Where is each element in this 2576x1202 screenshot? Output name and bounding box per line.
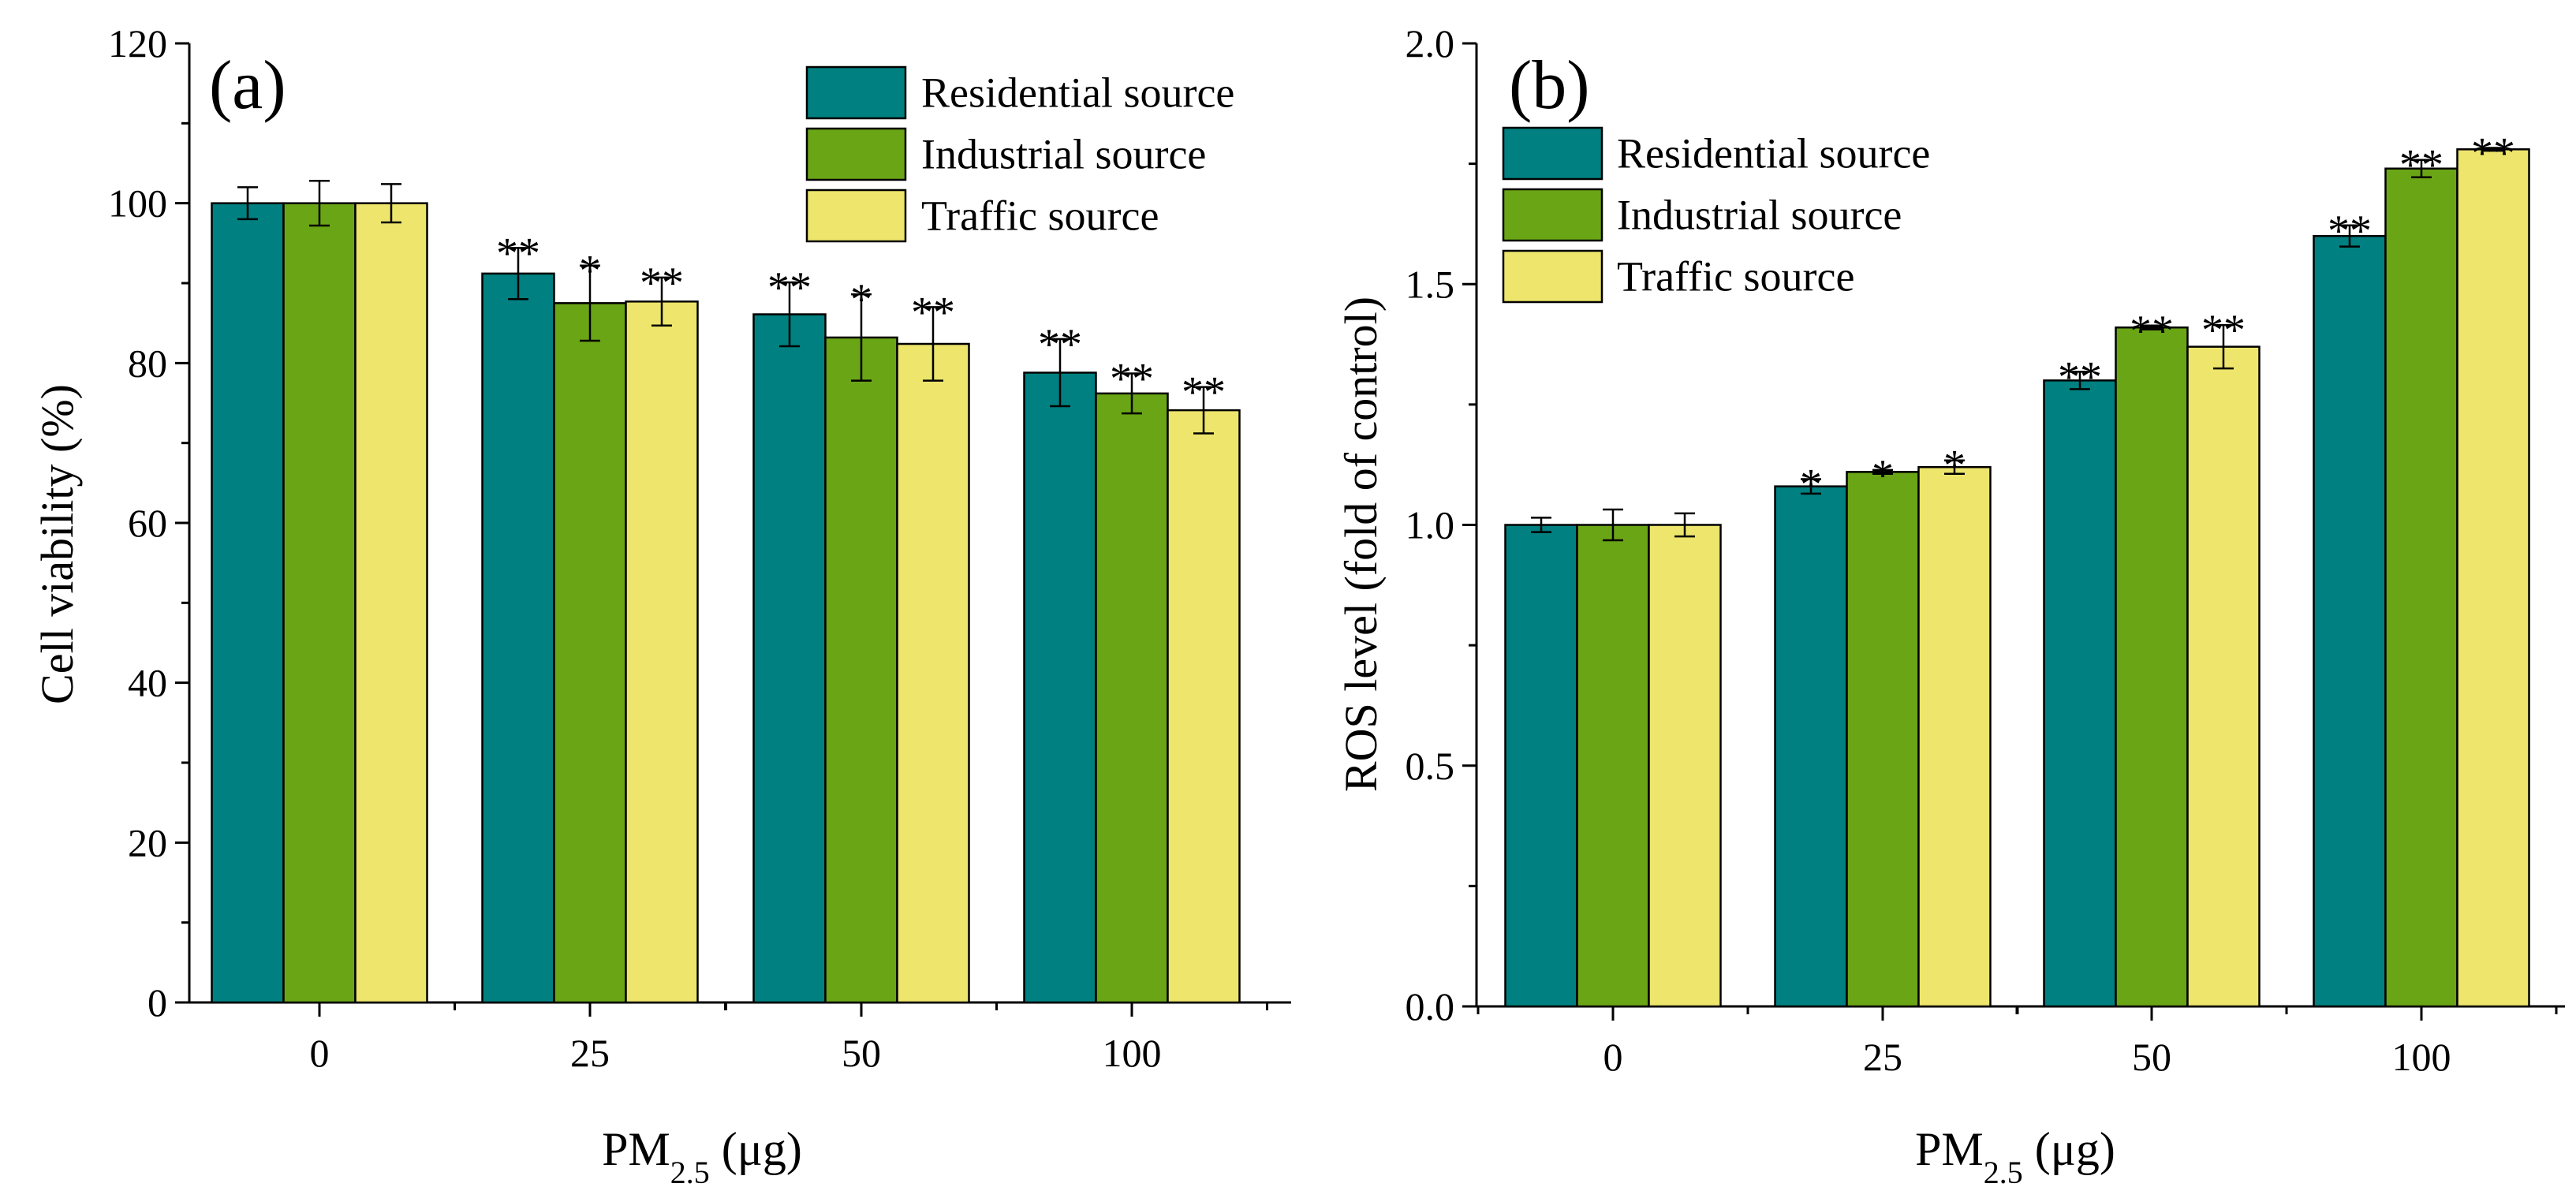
x-tick-label-b: 0 [1603, 1035, 1623, 1079]
bar-a [625, 300, 699, 1004]
x-tick-label-a: 0 [310, 1031, 330, 1075]
bar-a [553, 302, 627, 1004]
significance-marker-a: ** [1110, 355, 1154, 404]
bar-b [1774, 485, 1848, 1008]
significance-marker-a: ** [496, 229, 540, 278]
x-axis-label-main-a: PM [602, 1123, 670, 1175]
legend-swatch-b [1502, 188, 1603, 242]
bar-a [1095, 392, 1169, 1004]
x-axis-label-unit-a: (μg) [710, 1123, 802, 1175]
x-tick-label-b: 100 [2392, 1035, 2451, 1079]
y-tick-label-b: 1.0 [1406, 503, 1455, 547]
y-tick-label-a: 60 [128, 501, 167, 545]
legend-label-b: Residential source [1617, 130, 1930, 177]
bar-a [354, 202, 428, 1004]
legend-swatch-a [805, 127, 907, 181]
y-tick-label-a: 20 [128, 820, 167, 864]
y-tick-label-b: 1.5 [1406, 262, 1455, 306]
x-tick-label-a: 100 [1103, 1031, 1162, 1075]
y-tick-label-a: 40 [128, 661, 167, 705]
y-axis-label-a: Cell viability (%) [32, 384, 83, 704]
x-tick-label-a: 25 [570, 1031, 610, 1075]
legend-label-b: Industrial source [1617, 192, 1902, 239]
x-tick-label-b: 50 [2132, 1035, 2171, 1079]
bar-a [752, 313, 827, 1004]
x-axis-label-sub-b: 2.5 [1984, 1155, 2023, 1190]
significance-marker-a: ** [1182, 368, 1226, 417]
bar-b [1504, 524, 1578, 1008]
legend-label-a: Industrial source [921, 131, 1206, 178]
x-axis-label-unit-b: (μg) [2023, 1123, 2115, 1175]
bar-a [824, 336, 898, 1004]
significance-marker-b: ** [2399, 141, 2443, 190]
bar-b [2115, 326, 2189, 1008]
bar-b [1917, 465, 1992, 1008]
y-tick-label-a: 100 [108, 181, 167, 226]
legend-swatch-b [1502, 126, 1603, 181]
bar-b [2313, 234, 2387, 1008]
significance-marker-b: ** [2328, 207, 2372, 256]
y-tick-label-b: 0.0 [1406, 984, 1455, 1028]
significance-marker-a: ** [1038, 320, 1082, 369]
y-axis-label-b: ROS level (fold of control) [1335, 297, 1387, 792]
bar-a [481, 272, 555, 1004]
chart-panel-a: (a) Cell viability (%) PM2.5 (μg) 0 20 40 6… [32, 21, 1291, 1190]
y-tick-label-a: 80 [128, 341, 167, 385]
x-tick-label-a: 50 [842, 1031, 881, 1075]
significance-marker-b: ** [2130, 307, 2174, 356]
bar-b [2384, 167, 2458, 1008]
legend-swatch-b [1502, 249, 1603, 304]
x-axis-label-b: PM2.5 (μg) [1915, 1123, 2115, 1190]
significance-marker-a: * [850, 275, 872, 324]
bar-a [211, 202, 285, 1004]
panel-label-a: (a) [209, 47, 286, 124]
bar-a [1167, 409, 1241, 1004]
legend-swatch-a [805, 65, 907, 120]
significance-marker-b: ** [2471, 129, 2515, 177]
significance-marker-a: ** [640, 259, 684, 308]
legend-swatch-a [805, 189, 907, 243]
y-tick-label-a: 120 [108, 21, 167, 65]
bar-a [282, 202, 357, 1004]
y-tick-label-b: 0.5 [1406, 744, 1455, 788]
bar-a [896, 342, 970, 1004]
significance-marker-b: * [1943, 442, 1966, 491]
x-tick-label-b: 25 [1863, 1035, 1902, 1079]
significance-marker-b: ** [2201, 306, 2246, 355]
bar-b [2456, 148, 2530, 1008]
legend-label-a: Residential source [921, 69, 1234, 117]
significance-marker-a: ** [767, 263, 812, 312]
x-axis-label-main-b: PM [1915, 1123, 1984, 1175]
bar-b [2186, 345, 2261, 1008]
bar-b [1648, 524, 1722, 1008]
bar-a [1023, 371, 1097, 1004]
chart-panel-b: (b) ROS level (fold of control) PM2.5 (μ… [1335, 21, 2565, 1190]
y-tick-label-b: 2.0 [1406, 21, 1455, 65]
panel-label-b: (b) [1509, 47, 1590, 124]
significance-marker-b: * [1800, 461, 1822, 510]
bar-b [2043, 379, 2117, 1008]
bar-b [1576, 524, 1650, 1008]
significance-marker-b: * [1872, 451, 1894, 500]
legend-label-a: Traffic source [921, 192, 1159, 240]
x-axis-label-sub-a: 2.5 [670, 1155, 710, 1190]
significance-marker-a: ** [911, 288, 955, 337]
bar-b [1846, 471, 1920, 1008]
x-axis-label-a: PM2.5 (μg) [602, 1123, 802, 1190]
y-tick-label-a: 0 [147, 980, 167, 1025]
significance-marker-a: * [579, 247, 601, 296]
legend-label-b: Traffic source [1617, 253, 1854, 300]
significance-marker-b: ** [2058, 353, 2102, 401]
